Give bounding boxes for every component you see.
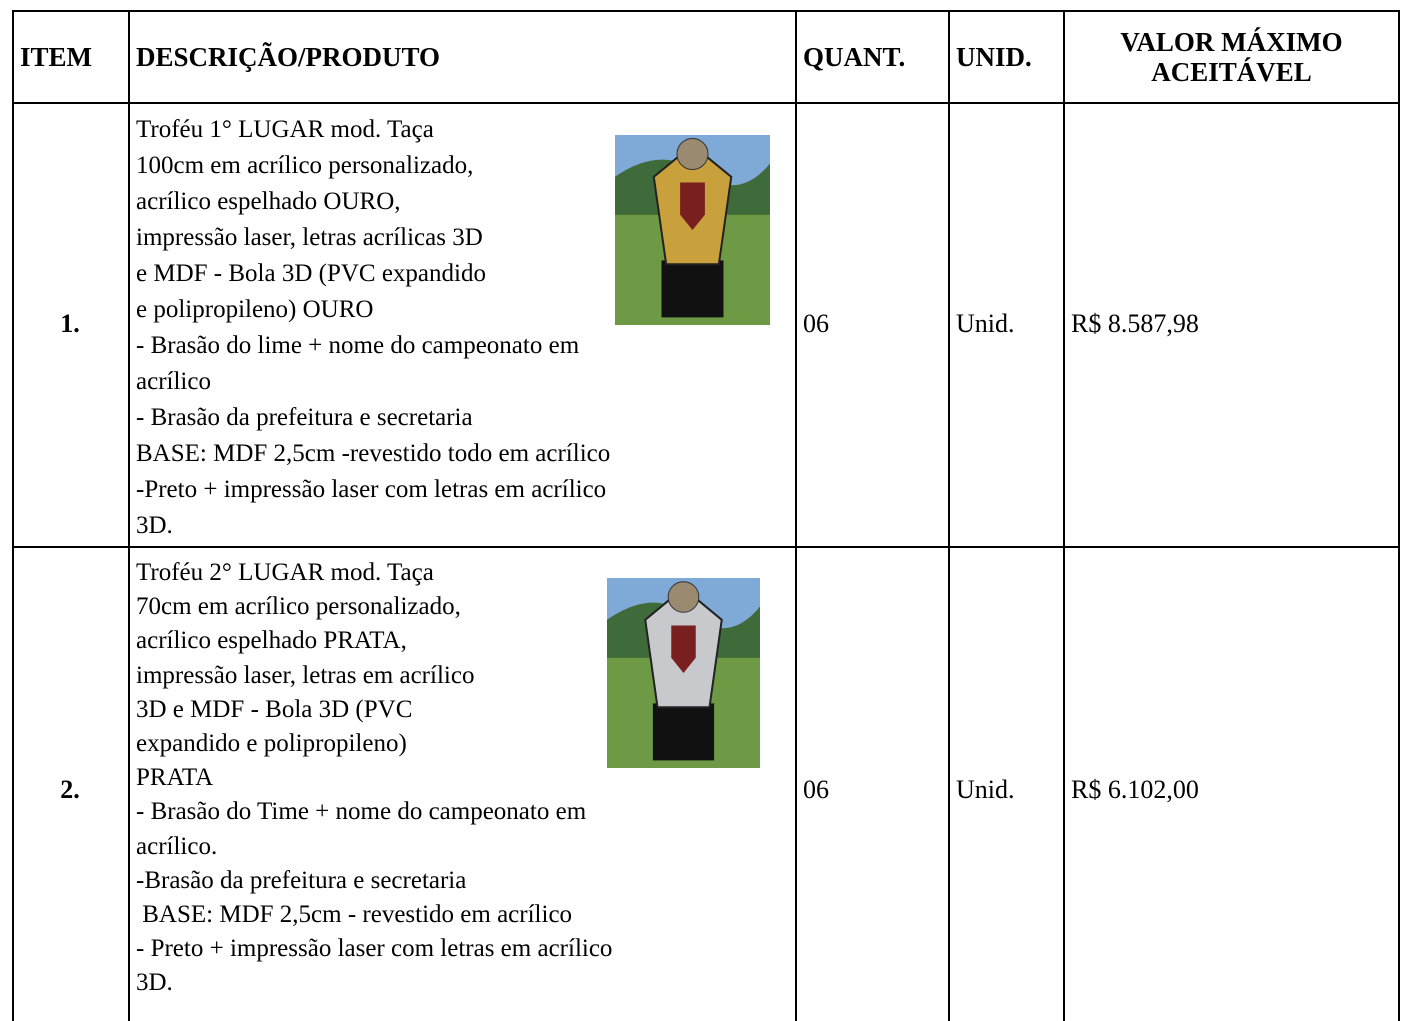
border — [12, 546, 1400, 548]
description-line: - Brasão do lime + nome do campeonato em — [136, 332, 580, 359]
description-line: expandido e polipropileno) — [136, 730, 407, 757]
item-header: ITEM — [20, 41, 93, 72]
description-line: Troféu 1° LUGAR mod. Taça — [136, 116, 434, 143]
quantity: 06 — [803, 775, 829, 804]
description-line: 70cm em acrílico personalizado, — [136, 593, 461, 621]
quantity-header: QUANT. — [803, 41, 906, 72]
description-line: 3D e MDF - Bola 3D (PVC — [136, 695, 413, 723]
border — [1398, 10, 1400, 1021]
item-number: 1. — [60, 309, 80, 338]
description-line: - Preto + impressão laser com letras em … — [136, 935, 613, 963]
max-value: R$ 8.587,98 — [1071, 309, 1199, 338]
description-line: acrílico — [136, 368, 211, 395]
item-number: 2. — [60, 775, 80, 804]
description-line: 3D. — [136, 969, 173, 997]
border — [795, 10, 797, 1021]
description-line: impressão laser, letras acrílicas 3D — [136, 224, 483, 251]
description-line: - Brasão do Time + nome do campeonato em — [136, 798, 587, 826]
value-header: VALOR MÁXIMO ACEITÁVEL — [1120, 27, 1343, 87]
border — [12, 10, 14, 1021]
description-line: e polipropileno) OURO — [136, 296, 374, 323]
description-line: acrílico. — [136, 832, 218, 860]
description-line: acrílico espelhado OURO, — [136, 188, 401, 215]
description-line: BASE: MDF 2,5cm - revestido em acrílico — [136, 901, 573, 928]
description-line: -Brasão da prefeitura e secretaria — [136, 866, 467, 894]
unit: Unid. — [956, 775, 1015, 804]
description-line: - Brasão da prefeitura e secretaria — [136, 404, 473, 431]
description-line: -Preto + impressão laser com letras em a… — [136, 476, 607, 503]
description-line: impressão laser, letras em acrílico — [136, 661, 475, 689]
description-line: 100cm em acrílico personalizado, — [136, 152, 474, 179]
description-line: e MDF - Bola 3D (PVC expandido — [136, 260, 486, 287]
description-header: DESCRIÇÃO/PRODUTO — [136, 41, 441, 72]
description-line: 3D. — [136, 512, 173, 539]
unit: Unid. — [956, 309, 1015, 338]
quantity: 06 — [803, 309, 829, 338]
description-line: PRATA — [136, 764, 214, 792]
border — [948, 10, 950, 1021]
trophy-photo — [615, 135, 770, 325]
border — [12, 10, 1400, 12]
border — [12, 102, 1400, 104]
trophy-photo — [607, 578, 760, 768]
description-line: acrílico espelhado PRATA, — [136, 627, 407, 655]
description-line: BASE: MDF 2,5cm -revestido todo em acríl… — [136, 440, 611, 467]
border — [1063, 10, 1065, 1021]
unit-header: UNID. — [956, 41, 1032, 72]
max-value: R$ 6.102,00 — [1071, 775, 1199, 804]
description-line: Troféu 2° LUGAR mod. Taça — [136, 559, 434, 586]
border — [128, 10, 130, 1021]
